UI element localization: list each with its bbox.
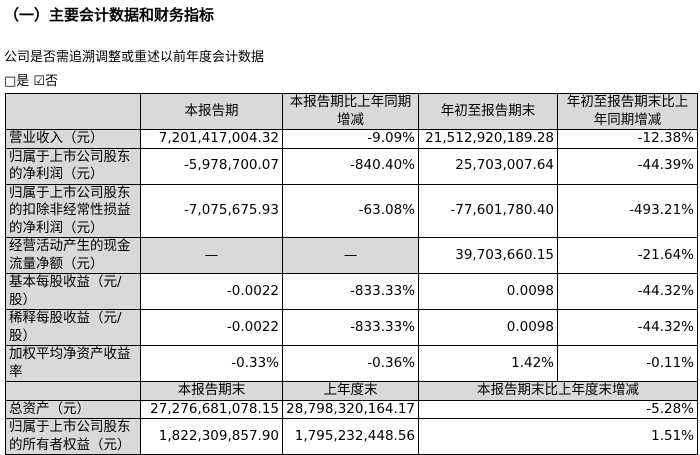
- cell: 7,201,417,004.32: [140, 129, 283, 149]
- cell: -840.40%: [282, 147, 419, 185]
- options: □是 ☑否: [4, 74, 59, 89]
- row-label: 加权平均净资产收益率: [5, 345, 141, 382]
- header-cell: 本报告期末: [140, 381, 283, 401]
- cell: -0.0022: [140, 273, 283, 310]
- cell: -833.33%: [282, 273, 419, 310]
- cell: -0.33%: [140, 345, 283, 382]
- cell: 1.51%: [418, 418, 698, 455]
- cell: 25,703,007.64: [418, 147, 558, 185]
- cell: -5,978,700.07: [140, 147, 283, 185]
- cell: 27,276,681,078.15: [140, 399, 283, 419]
- header-row: 本报告期末 上年度末 本报告期末比上年度末增减: [5, 381, 698, 401]
- cell: —: [282, 237, 419, 274]
- row: 归属于上市公司股东的所有者权益（元） 1,822,309,857.90 1,79…: [5, 418, 698, 455]
- financial-table: 本报告期 本报告期比上年同期增减 年初至报告期末 年初至报告期末比上年同期增减 …: [5, 93, 698, 455]
- header-cell: 上年度末: [282, 381, 419, 401]
- row-label: 营业收入（元）: [5, 129, 141, 149]
- cell: 0.0098: [418, 309, 558, 346]
- header-cell: 年初至报告期末比上年同期增减: [557, 93, 698, 130]
- cell: 39,703,660.15: [418, 237, 558, 274]
- cell: -12.38%: [557, 129, 698, 149]
- row-label: 经营活动产生的现金流量净额（元）: [5, 237, 141, 274]
- cell: -9.09%: [282, 129, 419, 149]
- row: 稀释每股收益（元/股） -0.0022 -833.33% 0.0098 -44.32%: [5, 309, 698, 346]
- cell: -5.28%: [418, 399, 698, 419]
- row-label: 归属于上市公司股东的扣除非经常性损益的净利润（元）: [5, 183, 141, 238]
- cell: -63.08%: [282, 183, 419, 238]
- row-label: 归属于上市公司股东的净利润（元）: [5, 147, 141, 185]
- row-label: 稀释每股收益（元/股）: [5, 309, 141, 346]
- cell: 1,822,309,857.90: [140, 418, 283, 455]
- cell: -44.39%: [557, 147, 698, 185]
- heading: （一）主要会计数据和财务指标: [4, 6, 215, 24]
- cell: -44.32%: [557, 309, 698, 346]
- header-cell: 本报告期: [140, 93, 283, 130]
- cell: 1,795,232,448.56: [282, 418, 419, 455]
- header-row: 本报告期 本报告期比上年同期增减 年初至报告期末 年初至报告期末比上年同期增减: [5, 93, 698, 130]
- header-cell: 本报告期末比上年度末增减: [418, 381, 698, 401]
- cell: -833.33%: [282, 309, 419, 346]
- cell: [5, 381, 141, 401]
- cell: -44.32%: [557, 273, 698, 310]
- cell: [5, 93, 141, 130]
- cell: 28,798,320,164.17: [282, 399, 419, 419]
- row: 总资产（元） 27,276,681,078.15 28,798,320,164.…: [5, 399, 698, 419]
- cell: 1.42%: [418, 345, 558, 382]
- row: 归属于上市公司股东的扣除非经常性损益的净利润（元） -7,075,675.93 -6…: [5, 183, 698, 238]
- row: 加权平均净资产收益率 -0.33% -0.36% 1.42% -0.11%: [5, 345, 698, 382]
- cell: -77,601,780.40: [418, 183, 558, 238]
- cell: 21,512,920,189.28: [418, 129, 558, 149]
- cell: -21.64%: [557, 237, 698, 274]
- row-label: 基本每股收益（元/股）: [5, 273, 141, 310]
- cell: -493.21%: [557, 183, 698, 238]
- row: 营业收入（元） 7,201,417,004.32 -9.09% 21,512,920,…: [5, 129, 698, 149]
- row-label: 总资产（元）: [5, 399, 141, 419]
- row: 基本每股收益（元/股） -0.0022 -833.33% 0.0098 -44.32%: [5, 273, 698, 310]
- cell: -0.0022: [140, 309, 283, 346]
- cell: 0.0098: [418, 273, 558, 310]
- cell: -0.36%: [282, 345, 419, 382]
- cell: -7,075,675.93: [140, 183, 283, 238]
- row: 经营活动产生的现金流量净额（元） — —39,703,660.15 -21.64%: [5, 237, 698, 274]
- header-cell: 本报告期比上年同期增减: [282, 93, 419, 130]
- row-label: 归属于上市公司股东的所有者权益（元）: [5, 418, 141, 455]
- header-cell: 年初至报告期末: [418, 93, 558, 130]
- question: 公司是否需追溯调整或重述以前年度会计数据: [4, 50, 265, 65]
- cell: —: [140, 237, 283, 274]
- cell: -0.11%: [557, 345, 698, 382]
- row: 归属于上市公司股东的净利润（元） -5,978,700.07 -840.40% 25,…: [5, 147, 698, 185]
